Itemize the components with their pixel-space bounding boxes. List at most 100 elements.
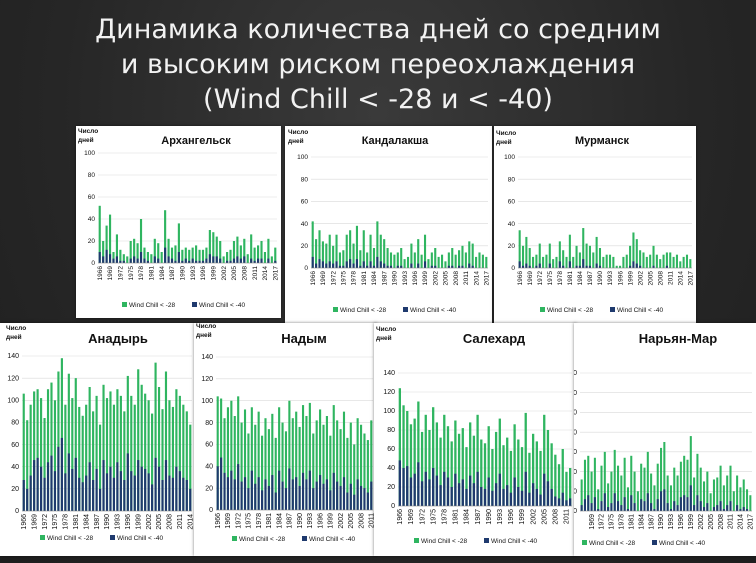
y-axis-label: дней (196, 331, 212, 339)
bar-wind-chill-40 (603, 493, 606, 511)
bar-wind-chill-40 (278, 470, 281, 510)
bar-wind-chill-40 (147, 473, 150, 511)
x-tick-label: 2014 (187, 514, 194, 530)
x-tick-label: 2002 (698, 514, 705, 530)
bar-wind-chill-28 (406, 256, 410, 268)
bar-wind-chill-40 (546, 481, 550, 506)
bar-wind-chill-28 (329, 435, 332, 510)
bar-wind-chill-28 (632, 232, 635, 268)
bar-wind-chill-28 (332, 245, 335, 268)
bar-wind-chill-28 (613, 449, 616, 511)
bar-wind-chill-28 (359, 424, 363, 510)
bar-wind-chill-28 (612, 256, 615, 268)
bar-wind-chill-28 (315, 239, 318, 268)
bar-wind-chill-40 (652, 265, 655, 268)
bar-wind-chill-28 (102, 241, 105, 263)
chart-title: Архангельск (161, 135, 231, 147)
bar-wind-chill-28 (281, 422, 284, 510)
bar-wind-chill-28 (40, 398, 43, 511)
bar-wind-chill-28 (181, 249, 184, 263)
bar-wind-chill-28 (123, 411, 126, 511)
bar-wind-chill-28 (593, 457, 596, 511)
bar-wind-chill-28 (663, 442, 666, 511)
bar-wind-chill-28 (29, 404, 32, 511)
bar-wind-chill-40 (656, 499, 659, 511)
bar-wind-chill-28 (312, 433, 315, 510)
bar-wind-chill-40 (353, 494, 356, 510)
y-tick-label: 40 (205, 463, 213, 470)
bar-wind-chill-28 (257, 245, 260, 263)
bar-wind-chill-40 (254, 483, 257, 510)
bar-wind-chill-40 (509, 492, 513, 506)
bar-wind-chill-28 (129, 241, 132, 263)
bar-wind-chill-28 (464, 252, 467, 268)
bar-wind-chill-40 (257, 477, 260, 510)
x-tick-label: 1999 (519, 509, 526, 525)
bar-wind-chill-40 (230, 470, 233, 510)
bar-wind-chill-40 (338, 265, 341, 268)
bar-wind-chill-40 (742, 507, 745, 511)
bar-wind-chill-40 (247, 488, 250, 510)
bar-wind-chill-40 (281, 481, 284, 510)
bar-wind-chill-40 (105, 473, 109, 511)
x-tick-label: 2005 (231, 266, 238, 281)
bar-wind-chill-40 (215, 256, 218, 263)
bar-wind-chill-40 (502, 488, 505, 506)
bar-wind-chill-40 (168, 475, 171, 511)
bar-wind-chill-28 (583, 459, 586, 511)
bar-wind-chill-40 (78, 477, 81, 511)
bar-wind-chill-40 (423, 261, 427, 268)
bar-wind-chill-28 (622, 256, 625, 268)
bar-wind-chill-40 (409, 477, 413, 506)
bar-wind-chill-40 (669, 509, 672, 511)
bar-wind-chill-28 (615, 265, 618, 268)
bar-wind-chill-28 (311, 221, 314, 268)
bar-wind-chill-40 (116, 462, 119, 511)
bar-wind-chill-40 (494, 483, 498, 506)
bar-wind-chill-28 (267, 429, 270, 510)
bar-wind-chill-28 (349, 230, 352, 268)
x-tick-label: 1966 (97, 266, 104, 281)
bar-wind-chill-40 (92, 480, 95, 511)
bar-wind-chill-28 (250, 407, 253, 510)
x-tick-label: 1978 (256, 513, 263, 529)
chart-svg-naryan-mar: Нарьян-Мар 0 20 40 60 80 100 120 140 196919721975… (574, 331, 755, 547)
bar-wind-chill-40 (126, 453, 129, 511)
y-tick-label: 40 (574, 469, 577, 476)
bar-wind-chill-28 (521, 245, 525, 268)
y-tick-label: 0 (391, 503, 395, 510)
bar-wind-chill-40 (663, 489, 666, 511)
legend-swatch-wind-chill-28 (122, 302, 127, 307)
bar-wind-chill-28 (229, 249, 232, 263)
bar-wind-chill-28 (635, 239, 638, 268)
bar-wind-chill-40 (291, 479, 294, 510)
bar-wind-chill-40 (122, 260, 125, 263)
bar-wind-chill-28 (454, 420, 457, 506)
bar-wind-chill-40 (736, 505, 739, 511)
bar-wind-chill-28 (122, 254, 125, 263)
bar-wind-chill-40 (174, 260, 177, 263)
bar-wind-chill-40 (189, 488, 192, 511)
bar-wind-chill-28 (565, 471, 568, 506)
bar-wind-chill-40 (696, 495, 699, 511)
x-tick-label: 2014 (473, 271, 480, 286)
bar-wind-chill-40 (476, 471, 479, 506)
bar-wind-chill-28 (685, 254, 689, 268)
bar-wind-chill-40 (356, 479, 359, 510)
bar-wind-chill-40 (588, 265, 591, 268)
bar-wind-chill-28 (92, 411, 95, 511)
bar-wind-chill-28 (363, 433, 366, 510)
bar-wind-chill-28 (223, 418, 226, 510)
bar-wind-chill-40 (620, 505, 623, 511)
y-tick-label: 20 (387, 484, 395, 491)
x-tick-label: 1987 (287, 513, 294, 529)
bar-wind-chill-40 (600, 501, 603, 511)
bar-wind-chill-28 (220, 398, 223, 510)
bar-wind-chill-28 (182, 404, 185, 511)
x-tick-label: 1996 (200, 266, 207, 281)
bar-wind-chill-40 (746, 509, 749, 511)
bar-wind-chill-40 (346, 492, 349, 510)
bar-wind-chill-40 (465, 488, 468, 506)
bar-wind-chill-28 (274, 247, 277, 263)
